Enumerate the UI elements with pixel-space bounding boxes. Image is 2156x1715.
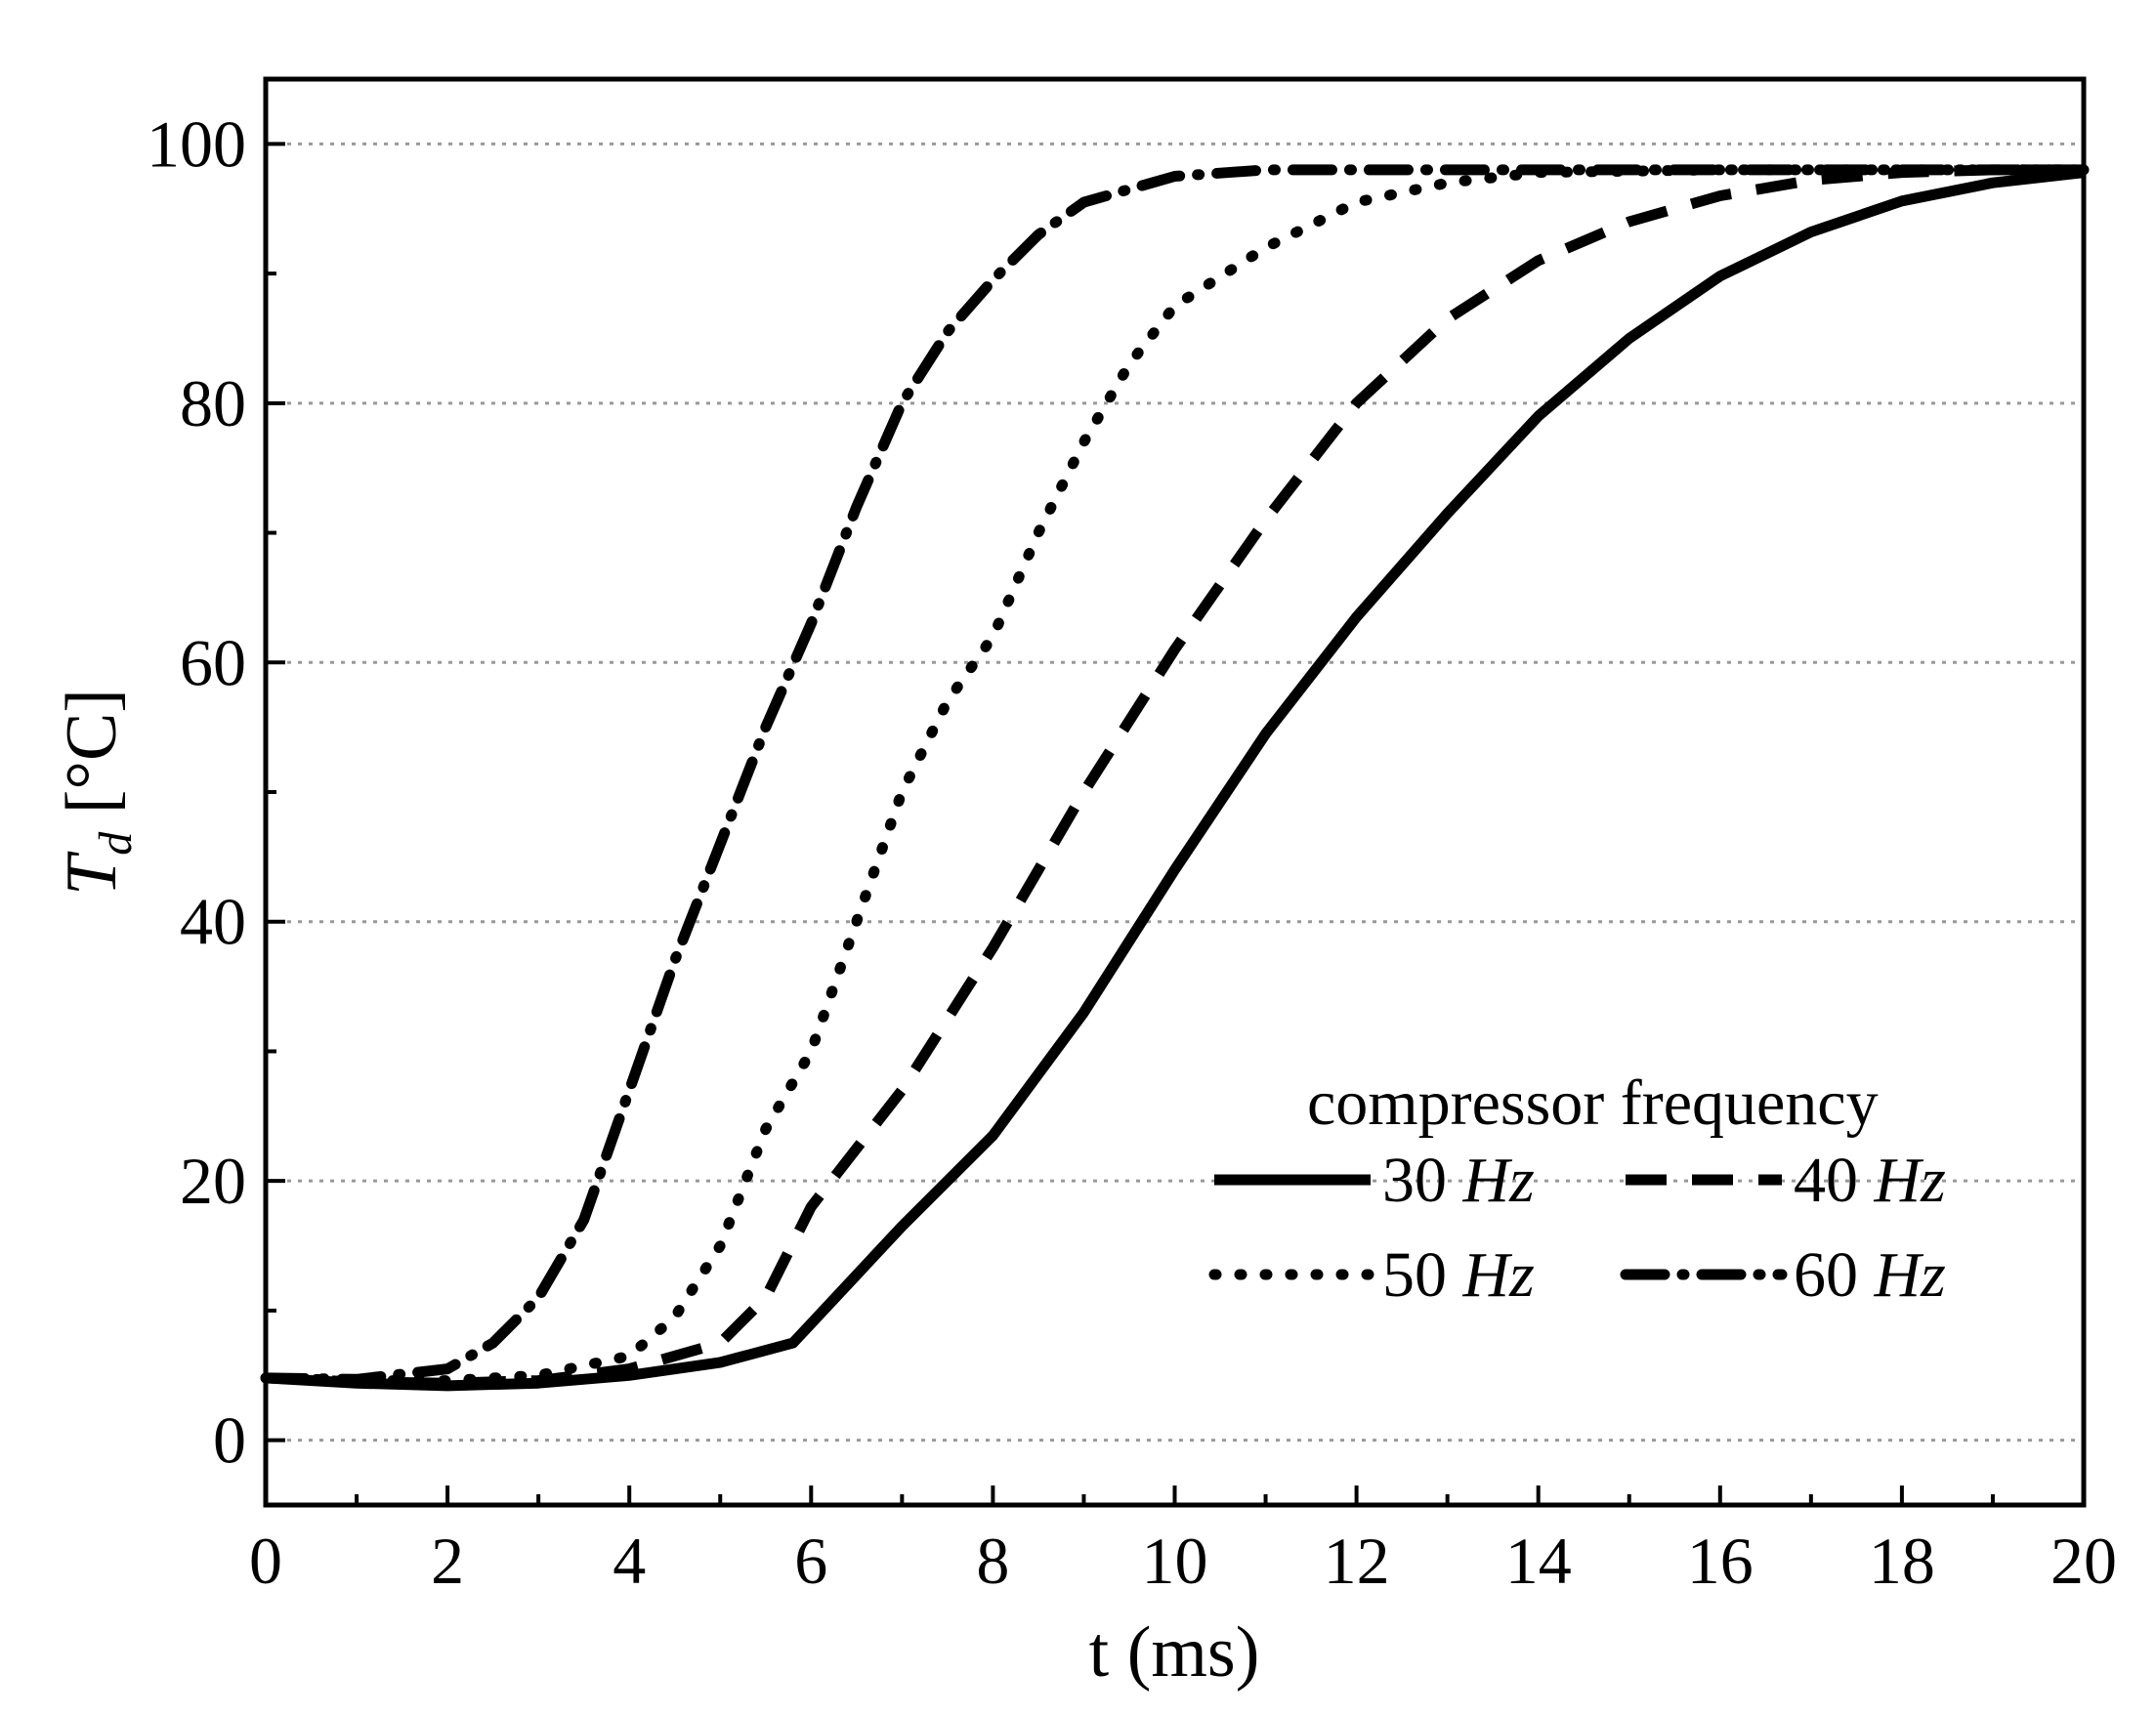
y-tick-label: 60 bbox=[180, 625, 246, 699]
x-tick-label: 14 bbox=[1505, 1524, 1572, 1598]
y-tick-label: 0 bbox=[213, 1403, 246, 1478]
legend-label-40hz: 40 Hz bbox=[1794, 1145, 1946, 1216]
x-tick-label: 0 bbox=[249, 1524, 282, 1598]
x-tick-label: 16 bbox=[1687, 1524, 1754, 1598]
legend-label-50hz: 50 Hz bbox=[1382, 1239, 1535, 1311]
legend-label-freq: 40 bbox=[1794, 1145, 1875, 1216]
grid-layer bbox=[266, 142, 2084, 1443]
x-tick-label: 6 bbox=[794, 1524, 827, 1598]
series-line-60hz bbox=[260, 164, 2090, 1385]
series-line-50hz bbox=[260, 164, 2090, 1387]
series-line-30hz bbox=[265, 167, 2085, 1392]
x-tick-label: 4 bbox=[613, 1524, 646, 1598]
y-axis-title-symbol: T bbox=[52, 851, 132, 896]
x-tick-label: 2 bbox=[431, 1524, 464, 1598]
series-layer bbox=[260, 164, 2090, 1392]
legend-label-freq: 30 bbox=[1382, 1145, 1463, 1216]
x-tick-label: 8 bbox=[976, 1524, 1009, 1598]
legend-label-freq: 60 bbox=[1794, 1239, 1875, 1311]
x-axis-title: t (ms) bbox=[1089, 1612, 1260, 1693]
legend-label-30hz: 30 Hz bbox=[1382, 1145, 1535, 1216]
y-axis-title-subscript: d bbox=[90, 831, 142, 856]
y-tick-label: 20 bbox=[180, 1144, 246, 1218]
legend-label-unit: Hz bbox=[1874, 1239, 1946, 1311]
legend-label-freq: 50 bbox=[1382, 1239, 1463, 1311]
legend-label-unit: Hz bbox=[1874, 1145, 1946, 1216]
x-tick-label: 10 bbox=[1142, 1524, 1208, 1598]
y-tick-label: 40 bbox=[180, 885, 246, 959]
y-tick-label: 100 bbox=[147, 106, 246, 181]
series-line-40hz bbox=[265, 164, 2084, 1389]
y-tick-label: 80 bbox=[180, 366, 246, 440]
legend-label-unit: Hz bbox=[1462, 1145, 1535, 1216]
legend-title: compressor frequency bbox=[1307, 1067, 1879, 1139]
y-axis-title: Td [°C] bbox=[52, 689, 142, 896]
tick-layer: 0 2 4 6 8 10 12 14 16 18 20 0 20 40 60 80 100 bbox=[147, 106, 2117, 1598]
x-tick-label: 18 bbox=[1869, 1524, 1935, 1598]
x-tick-label: 20 bbox=[2050, 1524, 2117, 1598]
legend-label-60hz: 60 Hz bbox=[1794, 1239, 1946, 1311]
x-tick-label: 12 bbox=[1324, 1524, 1390, 1598]
y-axis-title-unit: [°C] bbox=[52, 689, 132, 832]
legend-label-unit: Hz bbox=[1462, 1239, 1535, 1311]
